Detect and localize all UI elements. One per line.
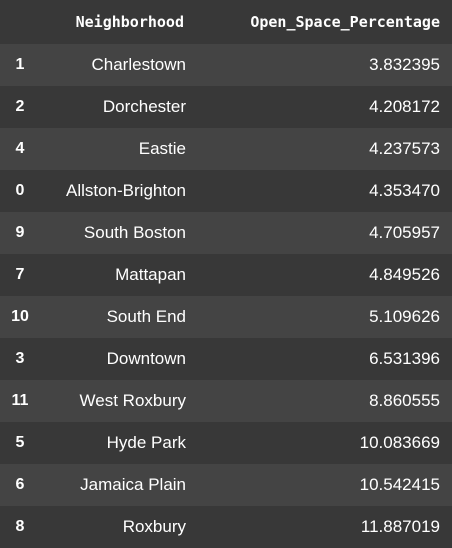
table-row: 0 Allston-Brighton 4.353470 [0,170,452,212]
row-index: 8 [15,518,25,535]
table-row: 4 Eastie 4.237573 [0,128,452,170]
neighborhood-cell: Dorchester [102,97,186,116]
open-space-cell: 8.860555 [369,391,440,410]
open-space-cell: 5.109626 [369,307,440,326]
row-index: 7 [15,266,25,283]
table-header: Neighborhood Open_Space_Percentage [0,0,452,44]
table-row: 10 South End 5.109626 [0,296,452,338]
table-row: 7 Mattapan 4.849526 [0,254,452,296]
row-index: 3 [15,350,25,367]
open-space-cell: 10.083669 [359,433,440,452]
open-space-cell: 6.531396 [369,349,440,368]
neighborhood-cell: Allston-Brighton [65,181,186,200]
open-space-cell: 4.208172 [369,97,440,116]
row-index: 4 [15,140,25,157]
table-row: 3 Downtown 6.531396 [0,338,452,380]
open-space-cell: 3.832395 [369,55,440,74]
neighborhood-cell: Charlestown [91,55,187,74]
row-index: 9 [15,224,25,241]
neighborhood-cell: West Roxbury [79,391,186,410]
open-space-cell: 10.542415 [359,475,440,494]
neighborhood-cell: Hyde Park [106,433,186,452]
table-row: 9 South Boston 4.705957 [0,212,452,254]
neighborhood-cell: Eastie [138,139,186,158]
open-space-cell: 4.353470 [369,181,440,200]
open-space-column-header: Open_Space_Percentage [192,0,452,44]
table-row: 6 Jamaica Plain 10.542415 [0,464,452,506]
index-column-header [0,0,44,44]
row-index: 6 [15,476,25,493]
open-space-cell: 4.237573 [369,139,440,158]
open-space-cell: 4.705957 [369,223,440,242]
table-row: 8 Roxbury 11.887019 [0,506,452,548]
open-space-cell: 11.887019 [360,517,440,536]
table-row: 5 Hyde Park 10.083669 [0,422,452,464]
table-row: 1 Charlestown 3.832395 [0,44,452,86]
row-index: 5 [15,434,25,451]
row-index: 2 [15,98,25,115]
row-index: 10 [11,308,29,325]
neighborhood-cell: Roxbury [122,517,186,536]
header-row: Neighborhood Open_Space_Percentage [0,0,452,44]
neighborhood-cell: South Boston [83,223,186,242]
neighborhood-column-header: Neighborhood [44,0,192,44]
table-body: 1 Charlestown 3.832395 2 Dorchester 4.20… [0,44,452,548]
open-space-cell: 4.849526 [369,265,440,284]
row-index: 1 [15,56,25,73]
row-index: 11 [11,392,29,409]
neighborhood-cell: Downtown [106,349,186,368]
neighborhood-cell: Mattapan [115,265,186,284]
neighborhood-cell: Jamaica Plain [80,475,186,494]
table-row: 11 West Roxbury 8.860555 [0,380,452,422]
table-row: 2 Dorchester 4.208172 [0,86,452,128]
row-index: 0 [15,182,25,199]
neighborhood-cell: South End [106,307,186,326]
